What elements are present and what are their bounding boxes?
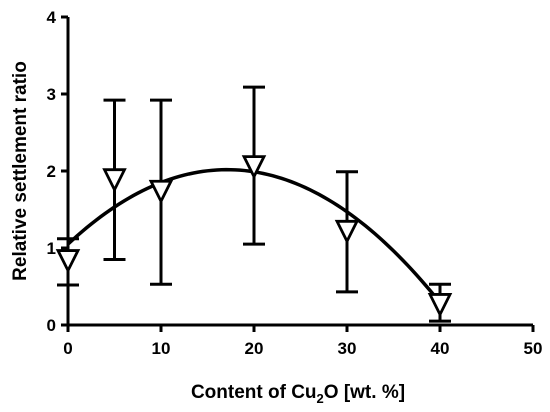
- x-tick-label: 0: [63, 339, 72, 358]
- down-triangle-marker: [102, 168, 127, 193]
- x-tick-label: 40: [431, 339, 450, 358]
- x-tick-label: 30: [338, 339, 357, 358]
- down-triangle-marker: [55, 249, 81, 274]
- down-triangle-marker: [148, 179, 174, 205]
- data-point: [148, 98, 174, 286]
- y-tick-label: 2: [47, 162, 56, 181]
- x-tick-label: 10: [152, 339, 171, 358]
- y-tick-label: 1: [47, 239, 56, 258]
- data-points-layer: [55, 85, 453, 323]
- x-tick-label: 20: [245, 339, 264, 358]
- y-tick-label: 0: [47, 316, 56, 335]
- x-axis-label-suffix: O [wt. %]: [324, 382, 405, 403]
- x-axis-label-main: Content of Cu: [191, 382, 317, 403]
- data-point: [241, 85, 267, 246]
- x-axis-label: Content of Cu2O [wt. %]: [191, 382, 405, 406]
- data-point: [102, 98, 127, 262]
- down-triangle-marker: [241, 155, 267, 180]
- data-point: [427, 282, 453, 323]
- down-triangle-marker: [427, 293, 453, 318]
- x-axis-label-subscript: 2: [317, 391, 324, 406]
- x-axis: 0 10 20 30 40 50: [63, 323, 543, 358]
- y-axis-label: Relative settlement ratio: [10, 61, 31, 281]
- data-point: [55, 237, 81, 287]
- x-tick-label: 50: [524, 339, 543, 358]
- y-tick-label: 4: [47, 8, 57, 27]
- y-tick-label: 3: [47, 85, 56, 104]
- down-triangle-marker: [334, 219, 360, 245]
- data-point: [334, 170, 360, 294]
